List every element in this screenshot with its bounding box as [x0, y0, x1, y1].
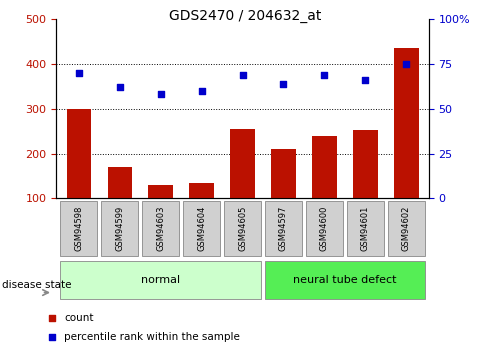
Point	[75, 70, 83, 76]
Text: GSM94602: GSM94602	[402, 206, 411, 251]
Text: GSM94599: GSM94599	[115, 206, 124, 251]
Bar	[67, 109, 91, 198]
FancyBboxPatch shape	[60, 261, 261, 299]
Text: GSM94597: GSM94597	[279, 206, 288, 251]
FancyBboxPatch shape	[142, 201, 179, 256]
Point	[116, 85, 123, 90]
Point	[280, 81, 288, 86]
Point	[402, 61, 410, 67]
Point	[157, 91, 165, 97]
Text: GSM94598: GSM94598	[74, 206, 83, 251]
FancyBboxPatch shape	[265, 261, 425, 299]
Text: count: count	[64, 313, 94, 323]
Text: GSM94600: GSM94600	[320, 206, 329, 251]
FancyBboxPatch shape	[347, 201, 384, 256]
Bar	[107, 167, 132, 198]
Text: GSM94601: GSM94601	[361, 206, 370, 251]
Bar	[230, 129, 255, 198]
FancyBboxPatch shape	[224, 201, 261, 256]
Text: normal: normal	[141, 275, 180, 285]
Text: disease state: disease state	[2, 280, 72, 289]
Bar	[312, 137, 337, 198]
Bar	[353, 130, 378, 198]
Point	[48, 334, 55, 339]
Text: GDS2470 / 204632_at: GDS2470 / 204632_at	[169, 9, 321, 23]
FancyBboxPatch shape	[306, 201, 343, 256]
Point	[197, 88, 205, 93]
Text: GSM94604: GSM94604	[197, 206, 206, 251]
Point	[48, 315, 55, 321]
Bar	[394, 48, 418, 198]
Bar	[271, 149, 296, 198]
Bar	[148, 185, 173, 198]
FancyBboxPatch shape	[101, 201, 138, 256]
Point	[320, 72, 328, 77]
Text: neural tube defect: neural tube defect	[293, 275, 396, 285]
Text: GSM94603: GSM94603	[156, 206, 165, 251]
FancyBboxPatch shape	[183, 201, 220, 256]
FancyBboxPatch shape	[388, 201, 425, 256]
Point	[362, 77, 369, 83]
FancyBboxPatch shape	[265, 201, 302, 256]
Point	[239, 72, 246, 77]
FancyBboxPatch shape	[60, 201, 98, 256]
Bar	[189, 183, 214, 198]
Text: GSM94605: GSM94605	[238, 206, 247, 251]
Text: percentile rank within the sample: percentile rank within the sample	[64, 332, 240, 342]
